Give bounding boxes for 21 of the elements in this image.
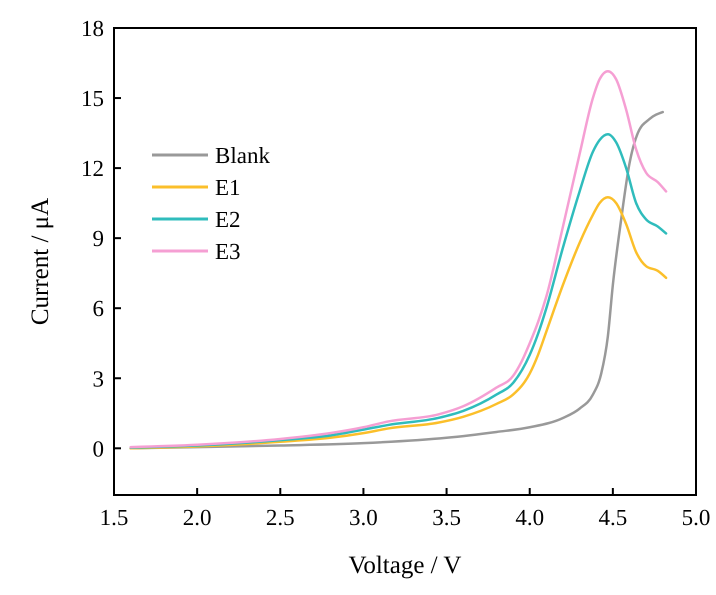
y-tick-label: 12 bbox=[81, 156, 104, 182]
y-tick-label: 9 bbox=[92, 226, 104, 252]
legend-label: Blank bbox=[215, 143, 270, 168]
y-tick-label: 3 bbox=[92, 366, 104, 392]
y-tick-label: 6 bbox=[92, 296, 104, 322]
y-tick-label: 18 bbox=[81, 16, 104, 41]
x-tick-label: 1.5 bbox=[100, 505, 128, 530]
x-tick-label: 3.0 bbox=[349, 505, 378, 530]
x-tick-label: 3.5 bbox=[432, 505, 461, 530]
legend-label: E3 bbox=[215, 239, 241, 264]
y-tick-label: 0 bbox=[92, 436, 104, 462]
x-tick-label: 2.0 bbox=[182, 505, 212, 530]
x-tick-label: 4.5 bbox=[598, 505, 628, 530]
x-tick-label: 5.0 bbox=[682, 505, 710, 530]
y-tick-label: 15 bbox=[81, 86, 104, 112]
x-tick-label: 2.5 bbox=[266, 505, 295, 530]
y-axis-title: Current / μA bbox=[27, 198, 54, 326]
x-axis-title: Voltage / V bbox=[348, 552, 462, 579]
legend-label: E2 bbox=[215, 207, 241, 232]
x-tick-label: 4.0 bbox=[515, 505, 544, 530]
legend-label: E1 bbox=[215, 175, 241, 200]
